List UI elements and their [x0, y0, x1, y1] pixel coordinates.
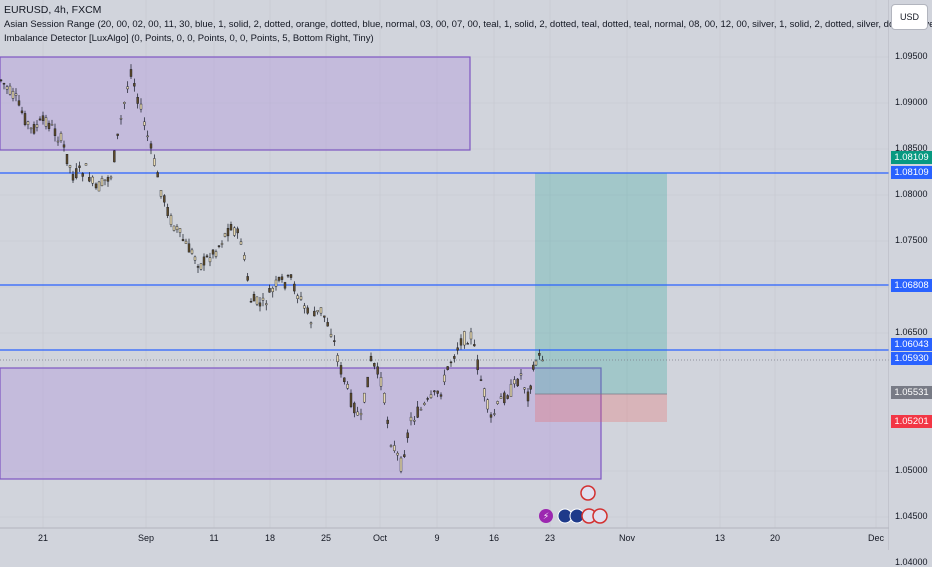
symbol-title[interactable]: EURUSD, 4h, FXCM	[4, 4, 102, 16]
y-tick-label: 1.09500	[895, 51, 928, 61]
x-tick-label: 25	[320, 533, 332, 543]
profit-zone[interactable]	[535, 173, 667, 394]
x-tick-label: 20	[769, 533, 781, 543]
svg-text:⚡: ⚡	[543, 512, 549, 522]
x-tick-label: Sep	[137, 533, 155, 543]
flash-event-icon[interactable]	[539, 509, 553, 523]
x-tick-label: Oct	[372, 533, 388, 543]
indicator-imbalance[interactable]: Imbalance Detector [LuxAlgo] (0, Points,…	[4, 33, 374, 44]
lower-zone[interactable]	[0, 367, 602, 480]
y-tick-label: 1.08000	[895, 189, 928, 199]
x-tick-label: 21	[37, 533, 49, 543]
x-tick-label: 23	[544, 533, 556, 543]
price-label: 1.08109	[891, 166, 932, 179]
x-tick-label: Dec	[867, 533, 885, 543]
y-tick-label: 1.04500	[895, 511, 928, 521]
x-tick-label: 13	[714, 533, 726, 543]
x-tick-label: 11	[209, 533, 219, 543]
y-tick-label: 1.09000	[895, 97, 928, 107]
y-tick-label: 1.06500	[895, 327, 928, 337]
us-flag-icon-3[interactable]	[580, 485, 596, 501]
y-tick-label: 1.04000	[895, 557, 928, 567]
y-tick-label: 1.08500	[895, 143, 928, 153]
upper-zone[interactable]	[0, 56, 471, 151]
price-label: 1.08109	[891, 151, 932, 164]
price-chart[interactable]: ⚡	[0, 0, 932, 550]
price-label: 1.06808	[891, 279, 932, 292]
y-tick-label: 1.07500	[895, 235, 928, 245]
y-tick-label: 1.05000	[895, 465, 928, 475]
x-tick-label: 18	[264, 533, 276, 543]
price-label: 1.05201	[891, 415, 932, 428]
x-tick-label: Nov	[618, 533, 636, 543]
loss-zone[interactable]	[535, 394, 667, 422]
indicator-asian-session[interactable]: Asian Session Range (20, 00, 02, 00, 11,…	[4, 19, 932, 30]
price-label: 1.06043	[891, 338, 932, 351]
x-tick-label: 16	[488, 533, 500, 543]
price-label: 1.05531	[891, 386, 932, 399]
x-tick-label: 9	[434, 533, 440, 543]
candlesticks	[0, 64, 544, 474]
price-label: 1.05930	[891, 352, 932, 365]
us-flag-icon-2[interactable]	[592, 508, 608, 524]
currency-button[interactable]: USD	[891, 4, 928, 30]
